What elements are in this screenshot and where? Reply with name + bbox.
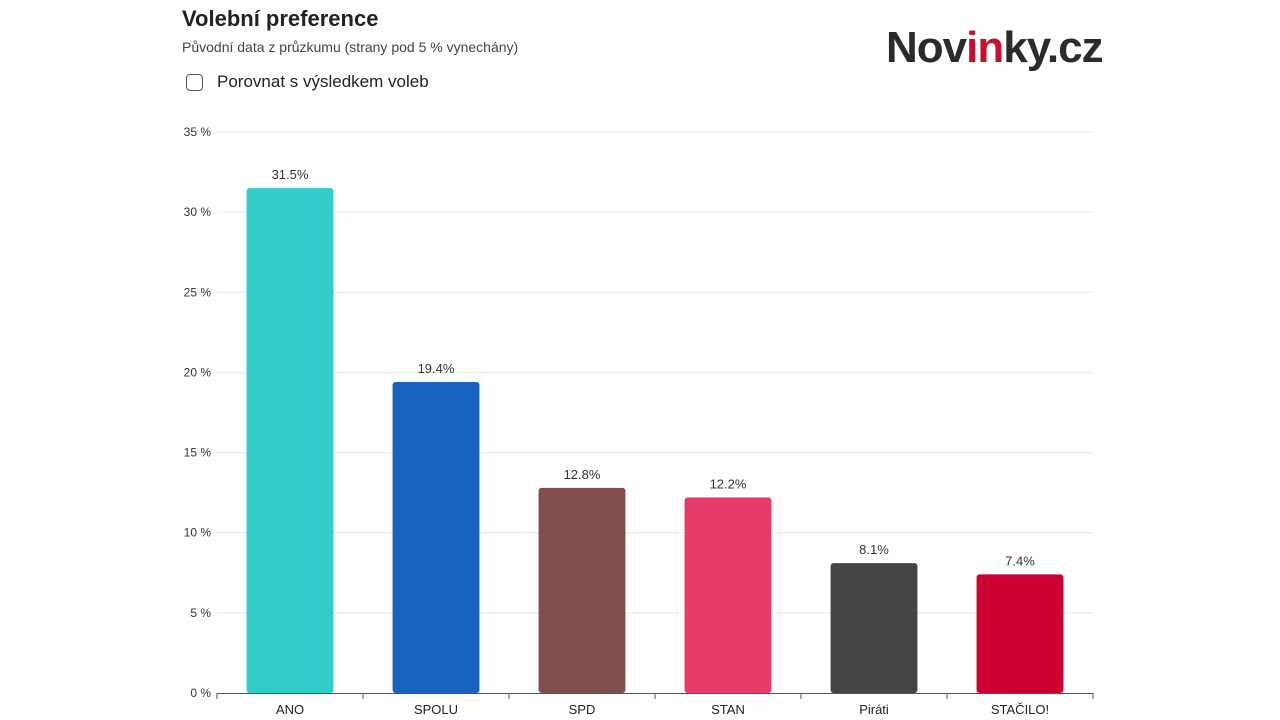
bar-value-label: 7.4%	[1005, 553, 1035, 568]
y-tick-label: 5 %	[190, 606, 211, 620]
labels: 0 % 5 % 10 % 15 % 20 % 25 % 30 % 35 % 31.5% ANO 19…	[184, 125, 1050, 717]
novinky-logo[interactable]: Novinky.cz	[886, 23, 1104, 72]
y-tick-label: 35 %	[184, 125, 212, 139]
y-tick-label: 0 %	[190, 686, 211, 700]
bar-ano[interactable]	[246, 188, 334, 693]
compare-checkbox-label[interactable]: Porovnat s výsledkem voleb	[217, 72, 429, 91]
x-category-label: STAN	[711, 702, 745, 717]
y-tick-label: 20 %	[184, 365, 212, 379]
compare-with-election-toggle[interactable]: Porovnat s výsledkem voleb	[186, 72, 429, 92]
y-tick-label: 25 %	[184, 285, 212, 299]
x-category-label: SPOLU	[414, 702, 458, 717]
bar-spolu[interactable]	[392, 382, 480, 693]
axes	[216, 693, 1094, 699]
x-category-label: STAČILO!	[991, 702, 1049, 717]
bar-value-label: 12.8%	[564, 467, 601, 482]
bar-pir-ti[interactable]	[830, 563, 918, 693]
y-tick-label: 15 %	[184, 446, 212, 460]
bar-sta-ilo[interactable]	[976, 574, 1064, 693]
bar-spd[interactable]	[538, 487, 626, 693]
y-tick-label: 10 %	[184, 526, 212, 540]
grid-lines	[217, 131, 1093, 614]
x-category-label: ANO	[276, 702, 304, 717]
y-tick-label: 30 %	[184, 205, 212, 219]
logo-text-part3: ky.cz	[1003, 23, 1103, 72]
logo-text-part1: Nov	[886, 23, 967, 72]
bar-value-label: 19.4%	[418, 361, 455, 376]
x-category-label: SPD	[569, 702, 596, 717]
chart-subtitle: Původní data z průzkumu (strany pod 5 % …	[182, 39, 519, 55]
bar-value-label: 12.2%	[710, 476, 747, 491]
chart-title: Volební preference	[182, 6, 379, 31]
x-category-label: Piráti	[859, 702, 889, 717]
logo-text-accent: in	[966, 23, 1004, 72]
bar-value-label: 31.5%	[272, 167, 309, 182]
compare-checkbox[interactable]	[186, 73, 203, 91]
bar-value-label: 8.1%	[859, 542, 889, 557]
bars	[246, 188, 1064, 693]
bar-stan[interactable]	[684, 497, 772, 693]
